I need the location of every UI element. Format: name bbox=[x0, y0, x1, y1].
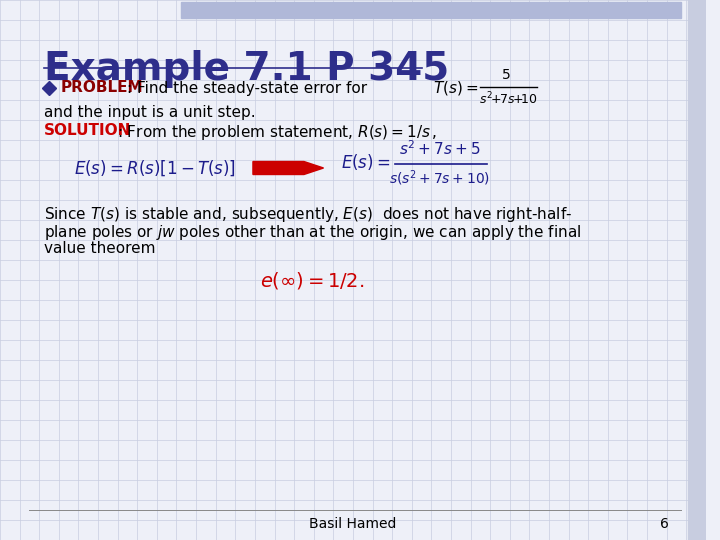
Text: $e(\infty) = 1/2.$: $e(\infty) = 1/2.$ bbox=[260, 270, 364, 291]
Text: Example 7.1 P 345: Example 7.1 P 345 bbox=[44, 50, 449, 88]
Text: Basil Hamed: Basil Hamed bbox=[310, 517, 397, 531]
Text: $E(s) =$: $E(s) =$ bbox=[341, 152, 391, 172]
Text: $s^2 + 7s + 5$: $s^2 + 7s + 5$ bbox=[399, 139, 480, 158]
Text: SOLUTION: SOLUTION bbox=[44, 123, 132, 138]
Text: and the input is a unit step.: and the input is a unit step. bbox=[44, 105, 256, 120]
Text: : From the problem statement, $R(s) = 1/s\,$,: : From the problem statement, $R(s) = 1/… bbox=[117, 123, 437, 142]
Text: $T(s) =$: $T(s) =$ bbox=[433, 79, 479, 97]
Text: $5$: $5$ bbox=[501, 68, 510, 82]
Text: Since $T(s)$ is stable and, subsequently, $E(s)$  does not have right-half-: Since $T(s)$ is stable and, subsequently… bbox=[44, 205, 572, 224]
Text: 6: 6 bbox=[660, 517, 669, 531]
Text: : Find the steady-state error for: : Find the steady-state error for bbox=[127, 80, 372, 96]
Text: $s^2\!\!+\!\!7s\!\!+\!\!10$: $s^2\!\!+\!\!7s\!\!+\!\!10$ bbox=[480, 91, 539, 107]
Text: PROBLEM: PROBLEM bbox=[60, 80, 143, 96]
Text: $s(s^2 + 7s + 10)$: $s(s^2 + 7s + 10)$ bbox=[389, 168, 490, 187]
Bar bbox=[688, 0, 706, 540]
FancyArrow shape bbox=[253, 161, 323, 174]
Text: value theorem: value theorem bbox=[44, 241, 156, 256]
Text: $E(s) = R(s)[1 - T(s)]$: $E(s) = R(s)[1 - T(s)]$ bbox=[73, 158, 235, 178]
Text: plane poles or $jw$ poles other than at the origin, we can apply the final: plane poles or $jw$ poles other than at … bbox=[44, 223, 581, 242]
Bar bbox=[181, 2, 681, 18]
